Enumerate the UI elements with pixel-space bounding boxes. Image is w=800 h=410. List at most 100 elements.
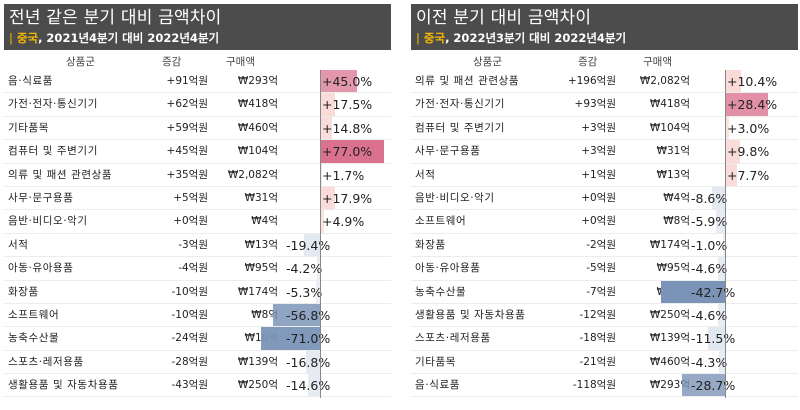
subtitle-period: , 2022년3분기 대비 2022년4분기 xyxy=(445,31,627,45)
increase-bar xyxy=(320,116,333,140)
table-row: 화장품 -10억원 ₩174억 -5.3% xyxy=(4,280,391,304)
subtitle-bar: | xyxy=(9,31,13,45)
increase-bar xyxy=(320,140,384,163)
category-name: 사무·문구용품 xyxy=(415,145,481,158)
category-name: 의류 및 패션 관련상품 xyxy=(8,168,113,181)
panel-yoy: 전년 같은 분기 대비 금액차이 | 중국, 2021년4분기 대비 2022년… xyxy=(4,4,391,406)
amount-value: ₩174억 xyxy=(649,238,690,251)
table-row: 생활용품 및 자동차용품 -12억원 ₩250억 -4.6% xyxy=(411,303,798,328)
decrease-bar xyxy=(718,257,725,280)
amount-value: ₩95억 xyxy=(656,262,690,275)
col-category: 상품군 xyxy=(66,56,95,68)
amount-value: ₩104억 xyxy=(649,121,690,134)
panel-subtitle: | 중국, 2022년3분기 대비 2022년4분기 xyxy=(416,30,798,47)
change-value: +196억원 xyxy=(567,75,616,87)
panel-title: 전년 같은 분기 대비 금액차이 xyxy=(9,8,222,28)
category-name: 아동·유아용품 xyxy=(8,262,74,275)
category-name: 가전·전자·통신기기 xyxy=(415,98,505,111)
col-category: 상품군 xyxy=(473,56,502,68)
table-row: 컴퓨터 및 주변기기 +45억원 ₩104억 +77.0% xyxy=(4,140,391,164)
increase-bar xyxy=(725,70,741,93)
table-row: 기타품목 -21억원 ₩460억 -4.3% xyxy=(411,350,798,375)
percent-label: -5.9% xyxy=(691,214,728,230)
table-row: 소프트웨어 +0억원 ₩8억 -5.9% xyxy=(411,210,798,234)
category-name: 아동·유아용품 xyxy=(415,262,481,275)
decrease-bar xyxy=(260,327,320,350)
table-row: 사무·문구용품 +3억원 ₩31억 +9.8% xyxy=(411,140,798,164)
percent-label: +45.0% xyxy=(322,74,373,89)
increase-bar xyxy=(320,70,358,93)
table-row: 농축수산물-24억원₩10억-71.0% xyxy=(4,327,391,351)
panel-subtitle: | 중국, 2021년4분기 대비 2022년4분기 xyxy=(9,30,391,47)
change-value: -21억원 xyxy=(579,355,616,368)
amount-value: ₩31억 xyxy=(244,191,278,204)
change-value: +35억원 xyxy=(166,168,208,181)
percent-label: +7.7% xyxy=(727,167,770,183)
change-value: -28억원 xyxy=(171,355,208,368)
table-row: 사무·문구용품 +5억원 ₩31억 +17.9% xyxy=(4,186,391,211)
change-value: -43억원 xyxy=(171,379,208,392)
table-row: 스포츠·레저용품 -28억원 ₩139억 -16.8% xyxy=(4,350,391,375)
amount-value: ₩293억 xyxy=(649,379,690,392)
panel-qoq: 이전 분기 대비 금액차이 | 중국, 2022년3분기 대비 2022년4분기… xyxy=(411,4,798,406)
decrease-bar xyxy=(723,233,725,257)
percent-label: -42.7% xyxy=(691,284,736,300)
category-name: 생활용품 및 자동차용품 xyxy=(415,308,526,321)
percent-label: -14.6% xyxy=(286,378,331,394)
change-value: +5억원 xyxy=(173,191,208,204)
percent-label: -56.8% xyxy=(286,307,331,323)
change-value: -4억원 xyxy=(178,262,208,275)
percent-label: -5.3% xyxy=(286,284,323,300)
category-name: 음·식료품 xyxy=(8,75,53,87)
amount-value: ₩2,082억 xyxy=(227,168,278,181)
table-row: 기타품목 +59억원 ₩460억 +14.8% xyxy=(4,116,391,141)
amount-value: ₩104억 xyxy=(237,145,278,158)
percent-label: +17.9% xyxy=(322,190,373,206)
amount-value: ₩250억 xyxy=(237,379,278,392)
table-row: 아동·유아용품 -5억원 ₩95억 -4.6% xyxy=(411,257,798,281)
col-amount: 구매액 xyxy=(643,56,672,68)
subtitle-period: , 2021년4분기 대비 2022년4분기 xyxy=(38,31,220,45)
change-value: -18억원 xyxy=(579,332,616,345)
category-name: 화장품 xyxy=(8,285,39,298)
change-value: +62억원 xyxy=(166,98,208,111)
amount-value: ₩95억 xyxy=(244,262,278,275)
percent-label: -4.3% xyxy=(691,354,728,370)
percent-label: -1.0% xyxy=(691,237,728,253)
decrease-bar xyxy=(661,280,725,303)
category-name: 서적 xyxy=(8,238,29,251)
percent-label: +1.7% xyxy=(322,167,365,183)
amount-value: ₩418억 xyxy=(237,98,278,111)
percent-label: +17.5% xyxy=(322,97,373,113)
change-value: +45억원 xyxy=(166,145,208,158)
subtitle-country: 중국 xyxy=(423,31,446,45)
category-name: 음반·비디오·악기 xyxy=(8,215,88,228)
table-row: 가전·전자·통신기기 +93억원 ₩418억 +28.4% xyxy=(411,93,798,117)
change-value: +0억원 xyxy=(581,191,616,204)
column-headers: 상품군 증감 구매액 xyxy=(4,50,391,70)
amount-value: ₩13억 xyxy=(244,238,278,251)
change-value: -118억원 xyxy=(572,379,616,392)
increase-bar xyxy=(320,210,325,233)
decrease-bar xyxy=(307,374,320,397)
panel-header: 이전 분기 대비 금액차이 | 중국, 2022년3분기 대비 2022년4분기 xyxy=(411,4,798,50)
percent-label: -4.6% xyxy=(691,261,728,277)
col-amount: 구매액 xyxy=(226,56,255,68)
change-value: +93억원 xyxy=(574,98,616,111)
category-name: 농축수산물 xyxy=(415,285,467,298)
increase-bar xyxy=(725,163,737,186)
decrease-bar xyxy=(712,186,725,210)
change-value: -10억원 xyxy=(171,285,208,298)
decrease-bar xyxy=(707,327,725,350)
decrease-bar xyxy=(718,303,725,327)
category-name: 화장품 xyxy=(415,238,446,251)
column-headers: 상품군 증감 구매액 xyxy=(411,50,798,70)
amount-value: ₩13억 xyxy=(656,168,690,181)
table-row: 서적 -3억원 ₩13억 -19.4% xyxy=(4,233,391,258)
increase-bar xyxy=(725,140,740,163)
table-row: 의류 및 패션 관련상품 +196억원 ₩2,082억 +10.4% xyxy=(411,70,798,94)
decrease-bar xyxy=(718,350,725,374)
table-row: 화장품 -2억원 ₩174억 -1.0% xyxy=(411,233,798,258)
change-value: -10억원 xyxy=(171,308,208,321)
change-value: +3억원 xyxy=(581,121,616,134)
